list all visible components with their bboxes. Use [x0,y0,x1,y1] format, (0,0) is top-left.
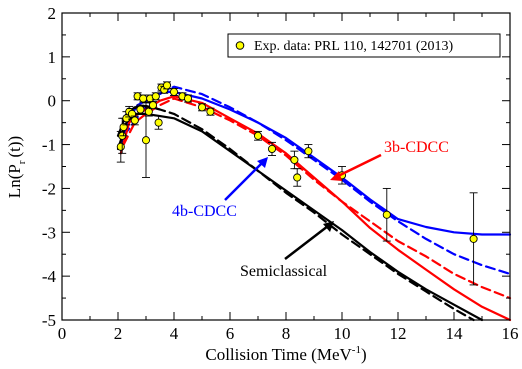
series-line-1 [122,85,512,275]
data-point [206,107,215,116]
annotation-4b-cdcc: 4b-CDCC [172,203,237,220]
x-tick-label: 16 [502,324,519,343]
legend-marker [235,41,245,50]
data-point [267,144,277,154]
data-point [169,87,179,96]
y-axis-title: Ln(Pr (t)) [5,136,28,198]
data-point [154,118,163,127]
data-point [469,234,478,243]
x-tick-label: 14 [446,324,464,343]
annotation-3b-cdcc: 3b-CDCC [384,139,449,156]
x-tick-label: 4 [170,324,179,343]
x-tick-label: 10 [334,324,351,343]
y-tick-label: 1 [48,48,57,67]
x-axis-title: Collision Time (MeV-1) [205,344,366,364]
y-tick-label: 2 [48,4,57,23]
data-point [122,114,131,123]
arrow-4b-cdcc [224,162,263,201]
x-axis-title-main: Collision Time (MeV [205,345,352,364]
arrowhead-4b-cdcc [257,157,268,168]
annotation-semiclassical: Semiclassical [240,263,328,280]
data-point [136,105,145,114]
y-tick-label: -1 [42,136,56,155]
x-tick-label: 0 [58,324,67,343]
x-tick-label: 8 [282,324,291,343]
y-tick-label: -2 [42,179,56,198]
data-point [130,116,139,125]
data-point [253,131,263,140]
exp-data-layer [116,81,478,286]
x-axis-title-suffix: ) [361,345,367,364]
arrowhead-3b-cdcc [330,171,342,181]
data-point [183,94,193,103]
data-point [290,155,299,164]
data-point [151,92,160,101]
data-point [144,107,153,116]
data-point [304,147,313,156]
x-tick-label: 6 [226,324,235,343]
y-axis-title-sub: r [16,160,28,164]
y-tick-label: 0 [48,92,57,111]
data-point [141,136,151,145]
x-axis-title-sup: -1 [352,344,361,356]
x-tick-label: 12 [390,324,407,343]
y-tick-label: -5 [42,311,56,330]
y-axis-title-main: Ln(P [5,164,24,198]
arrow-semiclassical [284,225,329,260]
y-axis-title-suffix: (t)) [5,136,24,158]
data-point [139,94,148,103]
legend-box [227,33,501,58]
arrow-3b-cdcc [335,153,382,179]
y-tick-label: -4 [42,267,57,286]
data-point [382,210,391,219]
legend: Exp. data: PRL 110, 142701 (2013) [227,33,501,58]
data-point [148,101,158,110]
data-point [162,81,172,90]
x-tick-label: 2 [114,324,123,343]
data-point [197,103,207,112]
y-tick-label: -3 [42,223,56,242]
data-point [293,173,302,182]
legend-label: Exp. data: PRL 110, 142701 (2013) [254,39,454,54]
data-point [116,142,125,151]
arrowhead-semiclassical [323,221,334,232]
